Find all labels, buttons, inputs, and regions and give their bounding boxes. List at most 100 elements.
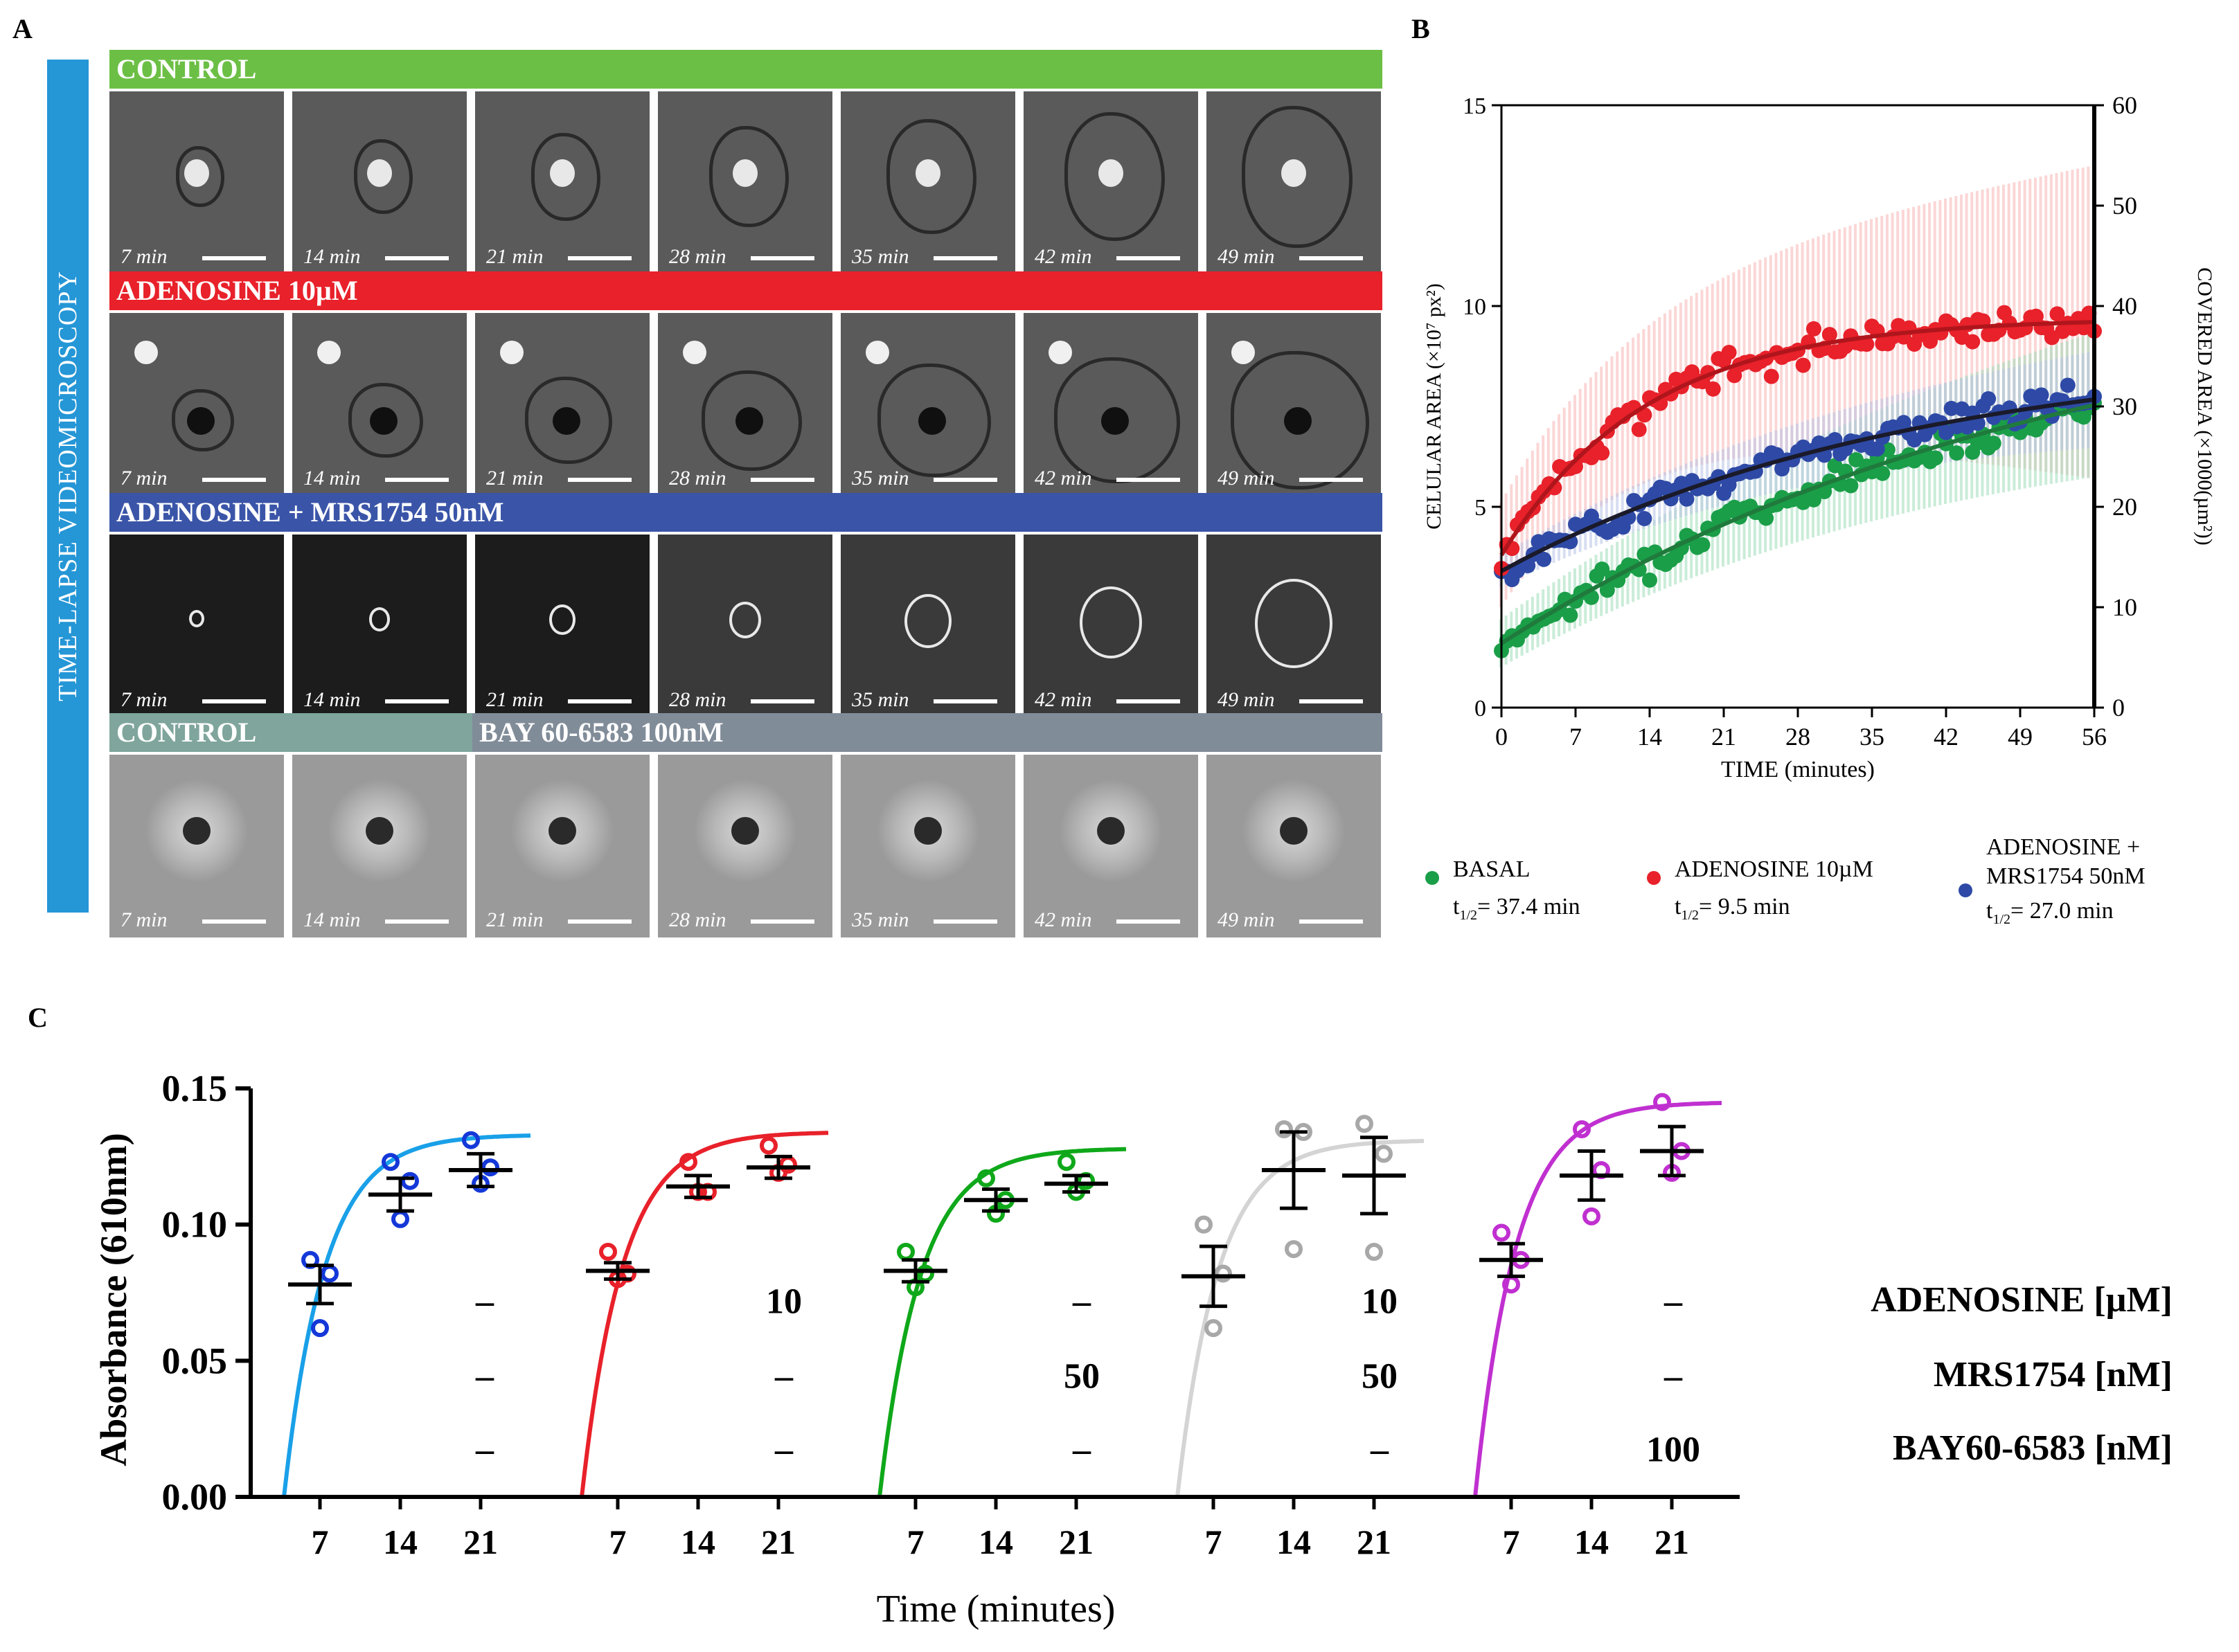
time-stamp: 28 min [669, 467, 726, 490]
data-point [2033, 387, 2049, 403]
treatment-name: ADENOSINE [µM] [1871, 1280, 2173, 1320]
cell-nucleus [918, 407, 946, 435]
micrograph-tile: 14 min [292, 535, 467, 717]
cell-body [189, 610, 204, 628]
condition-bar-bay: BAY 60-6583 100nM [472, 713, 1382, 752]
panel-c-label: C [28, 1002, 48, 1033]
micrograph-tile: 49 min [1206, 313, 1381, 496]
timelapse-side-bar [47, 60, 89, 913]
micrograph-tile: 7 min [109, 535, 284, 717]
replicate-point [1375, 1144, 1393, 1163]
micrograph-tile: 28 min [658, 755, 832, 937]
scale-bar [202, 478, 266, 482]
cell-outline [172, 389, 234, 451]
legend-mrs-thalf: t1/2= 27.0 min [1986, 898, 2114, 927]
scale-bar [934, 919, 997, 924]
y2-axis-label: COVERED AREA (×1000(µm²)) [2193, 267, 2216, 546]
time-stamp: 7 min [121, 688, 168, 711]
y2-tick-label: 40 [2112, 292, 2137, 320]
micrograph-tile: 49 min [1206, 535, 1381, 717]
scale-bar [1116, 478, 1180, 482]
data-point [2049, 306, 2065, 322]
x-tick-label: 7 [609, 1523, 627, 1561]
data-point [1679, 491, 1695, 507]
data-point [1763, 368, 1779, 384]
cell-outline [708, 125, 789, 228]
cell-nucleus [916, 159, 940, 187]
treatment-name: MRS1754 [nM] [1933, 1355, 2173, 1394]
x-tick-label: 21 [1711, 723, 1736, 751]
treatment-value: – [1664, 1282, 1682, 1322]
y2-tick-label: 10 [2112, 593, 2137, 621]
data-point [1599, 582, 1615, 598]
cell-small [683, 341, 706, 364]
scale-bar [202, 699, 266, 703]
replicate-point [401, 1171, 419, 1190]
time-stamp: 42 min [1035, 467, 1092, 490]
micrograph-tile: 42 min [1024, 535, 1198, 717]
replicate-point [382, 1153, 400, 1171]
cell-nucleus [183, 817, 211, 845]
data-point [1949, 445, 1965, 461]
cell-nucleus [1281, 159, 1306, 187]
replicate-point [481, 1158, 499, 1177]
time-stamp: 28 min [669, 908, 726, 931]
cell-body [369, 607, 390, 631]
y2-tick-label: 30 [2112, 393, 2137, 420]
replicate-point [1355, 1115, 1373, 1133]
time-stamp: 49 min [1217, 908, 1275, 931]
replicate-point [1653, 1093, 1671, 1111]
scale-bar [1299, 478, 1363, 482]
replicate-point [1582, 1207, 1600, 1225]
cell-nucleus [550, 159, 575, 187]
legend-dot-mrs [1959, 883, 1972, 897]
cell-nucleus [731, 817, 759, 845]
data-point [1869, 441, 1885, 457]
cell-outline [1231, 351, 1369, 490]
cell-small [317, 341, 341, 364]
replicate-point [1502, 1275, 1520, 1294]
fit-curve [1499, 320, 2095, 557]
data-point [2028, 308, 2044, 324]
micrograph-tile: 7 min [109, 313, 284, 496]
cell-nucleus [1101, 407, 1129, 435]
condition-bar: CONTROL [109, 50, 1382, 89]
replicate-point [1573, 1120, 1591, 1138]
panel-b-label: B [1411, 13, 1430, 44]
data-point [1695, 537, 1711, 553]
treatment-value: 50 [1362, 1356, 1398, 1397]
legend-basal-name: BASAL [1453, 856, 1531, 882]
scale-bar [1299, 699, 1363, 703]
x-tick-label: 35 [1859, 723, 1884, 751]
data-point [1965, 334, 1981, 350]
y2-tick-label: 50 [2112, 192, 2137, 219]
time-stamp: 21 min [486, 467, 544, 490]
scale-bar [934, 478, 997, 482]
scale-bar [1299, 256, 1363, 260]
micrograph-tile: 35 min [841, 755, 1015, 937]
cell-outline [1064, 112, 1165, 241]
scale-bar [385, 699, 449, 703]
y-tick-label: 0.15 [162, 1068, 228, 1109]
cell-small [1231, 341, 1255, 364]
time-stamp: 42 min [1035, 688, 1092, 711]
cell-outline [886, 119, 976, 234]
time-stamp: 49 min [1217, 467, 1275, 490]
scale-bar [568, 256, 632, 260]
cell-nucleus [914, 817, 942, 845]
cell-nucleus [733, 159, 758, 187]
data-point [1721, 345, 1737, 361]
x-tick-label: 14 [383, 1523, 418, 1561]
scale-bar [568, 478, 632, 482]
time-stamp: 28 min [669, 688, 726, 711]
legend-adenosine-name: ADENOSINE 10µM [1675, 856, 1873, 882]
micrograph-tile: 42 min [1024, 313, 1198, 496]
cell-nucleus [1098, 159, 1123, 187]
micrograph-tile: 21 min [475, 313, 650, 496]
treatment-value: – [1073, 1430, 1091, 1470]
treatment-value: – [775, 1356, 793, 1397]
micrograph-tile: 28 min [658, 91, 832, 274]
time-stamp: 21 min [486, 245, 544, 268]
data-point [1636, 510, 1652, 526]
